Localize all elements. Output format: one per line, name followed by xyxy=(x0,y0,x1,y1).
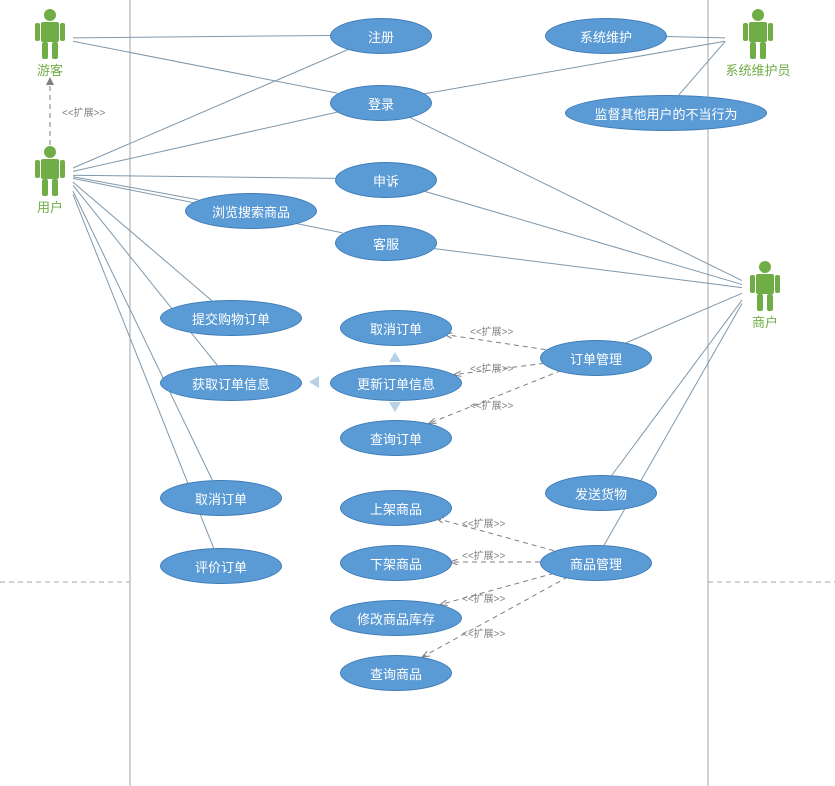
person-icon xyxy=(33,8,67,60)
usecase-query-order: 查询订单 xyxy=(340,420,452,456)
usecase-onshelf: 上架商品 xyxy=(340,490,452,526)
extend-label: <<扩展>> xyxy=(62,104,105,119)
usecase-label: 评价订单 xyxy=(195,557,247,576)
usecase-label: 监督其他用户的不当行为 xyxy=(594,104,737,123)
actor-merchant: 商户 xyxy=(740,260,790,331)
usecase-label: 系统维护 xyxy=(580,27,632,46)
usecase-offshelf: 下架商品 xyxy=(340,545,452,581)
extend-label: <<扩展>> xyxy=(470,397,513,412)
usecase-label: 修改商品库存 xyxy=(357,609,435,628)
diagram-canvas: 游客 用户 系统维护员 商户 注册 登录 系统维护 监督其他用户的不当行为 申诉… xyxy=(0,0,835,786)
extend-label: <<扩展>> xyxy=(462,515,505,530)
usecase-label: 获取订单信息 xyxy=(192,374,270,393)
usecase-label: 申诉 xyxy=(373,171,399,190)
usecase-update-order: 更新订单信息 xyxy=(330,365,462,401)
usecase-label: 发送货物 xyxy=(575,484,627,503)
usecase-label: 提交购物订单 xyxy=(192,309,270,328)
usecase-browse: 浏览搜索商品 xyxy=(185,193,317,229)
usecase-label: 上架商品 xyxy=(370,499,422,518)
usecase-label: 注册 xyxy=(368,27,394,46)
actor-label: 系统维护员 xyxy=(723,60,793,79)
usecase-modify-stock: 修改商品库存 xyxy=(330,600,462,636)
usecase-label: 浏览搜索商品 xyxy=(212,202,290,221)
actor-label: 游客 xyxy=(25,60,75,79)
actor-label: 商户 xyxy=(740,312,790,331)
usecase-query-goods: 查询商品 xyxy=(340,655,452,691)
usecase-label: 取消订单 xyxy=(195,489,247,508)
usecase-label: 查询商品 xyxy=(370,664,422,683)
extend-label: <<扩展>> xyxy=(470,323,513,338)
usecase-label: 下架商品 xyxy=(370,554,422,573)
actor-visitor: 游客 xyxy=(25,8,75,79)
actor-maintainer: 系统维护员 xyxy=(723,8,793,79)
extend-label: <<扩展>> xyxy=(470,360,513,375)
usecase-label: 商品管理 xyxy=(570,554,622,573)
extend-label: <<扩展>> xyxy=(462,590,505,605)
usecase-label: 更新订单信息 xyxy=(357,374,435,393)
usecase-monitor: 监督其他用户的不当行为 xyxy=(565,95,767,131)
usecase-appeal: 申诉 xyxy=(335,162,437,198)
person-icon xyxy=(741,8,775,60)
usecase-login: 登录 xyxy=(330,85,432,121)
usecase-review-order: 评价订单 xyxy=(160,548,282,584)
actor-user: 用户 xyxy=(25,145,75,216)
person-icon xyxy=(33,145,67,197)
usecase-ship-goods: 发送货物 xyxy=(545,475,657,511)
usecase-label: 登录 xyxy=(368,94,394,113)
usecase-goods-mgmt: 商品管理 xyxy=(540,545,652,581)
usecase-get-order-info: 获取订单信息 xyxy=(160,365,302,401)
usecase-service: 客服 xyxy=(335,225,437,261)
usecase-register: 注册 xyxy=(330,18,432,54)
usecase-label: 查询订单 xyxy=(370,429,422,448)
usecase-cancel-order-o: 取消订单 xyxy=(340,310,452,346)
extend-label: <<扩展>> xyxy=(462,625,505,640)
usecase-label: 取消订单 xyxy=(370,319,422,338)
person-icon xyxy=(748,260,782,312)
actor-label: 用户 xyxy=(25,197,75,216)
extend-label: <<扩展>> xyxy=(462,547,505,562)
usecase-order-mgmt: 订单管理 xyxy=(540,340,652,376)
usecase-sysmaint: 系统维护 xyxy=(545,18,667,54)
usecase-label: 订单管理 xyxy=(570,349,622,368)
usecase-cancel-order-u: 取消订单 xyxy=(160,480,282,516)
usecase-submit-order: 提交购物订单 xyxy=(160,300,302,336)
usecase-label: 客服 xyxy=(373,234,399,253)
